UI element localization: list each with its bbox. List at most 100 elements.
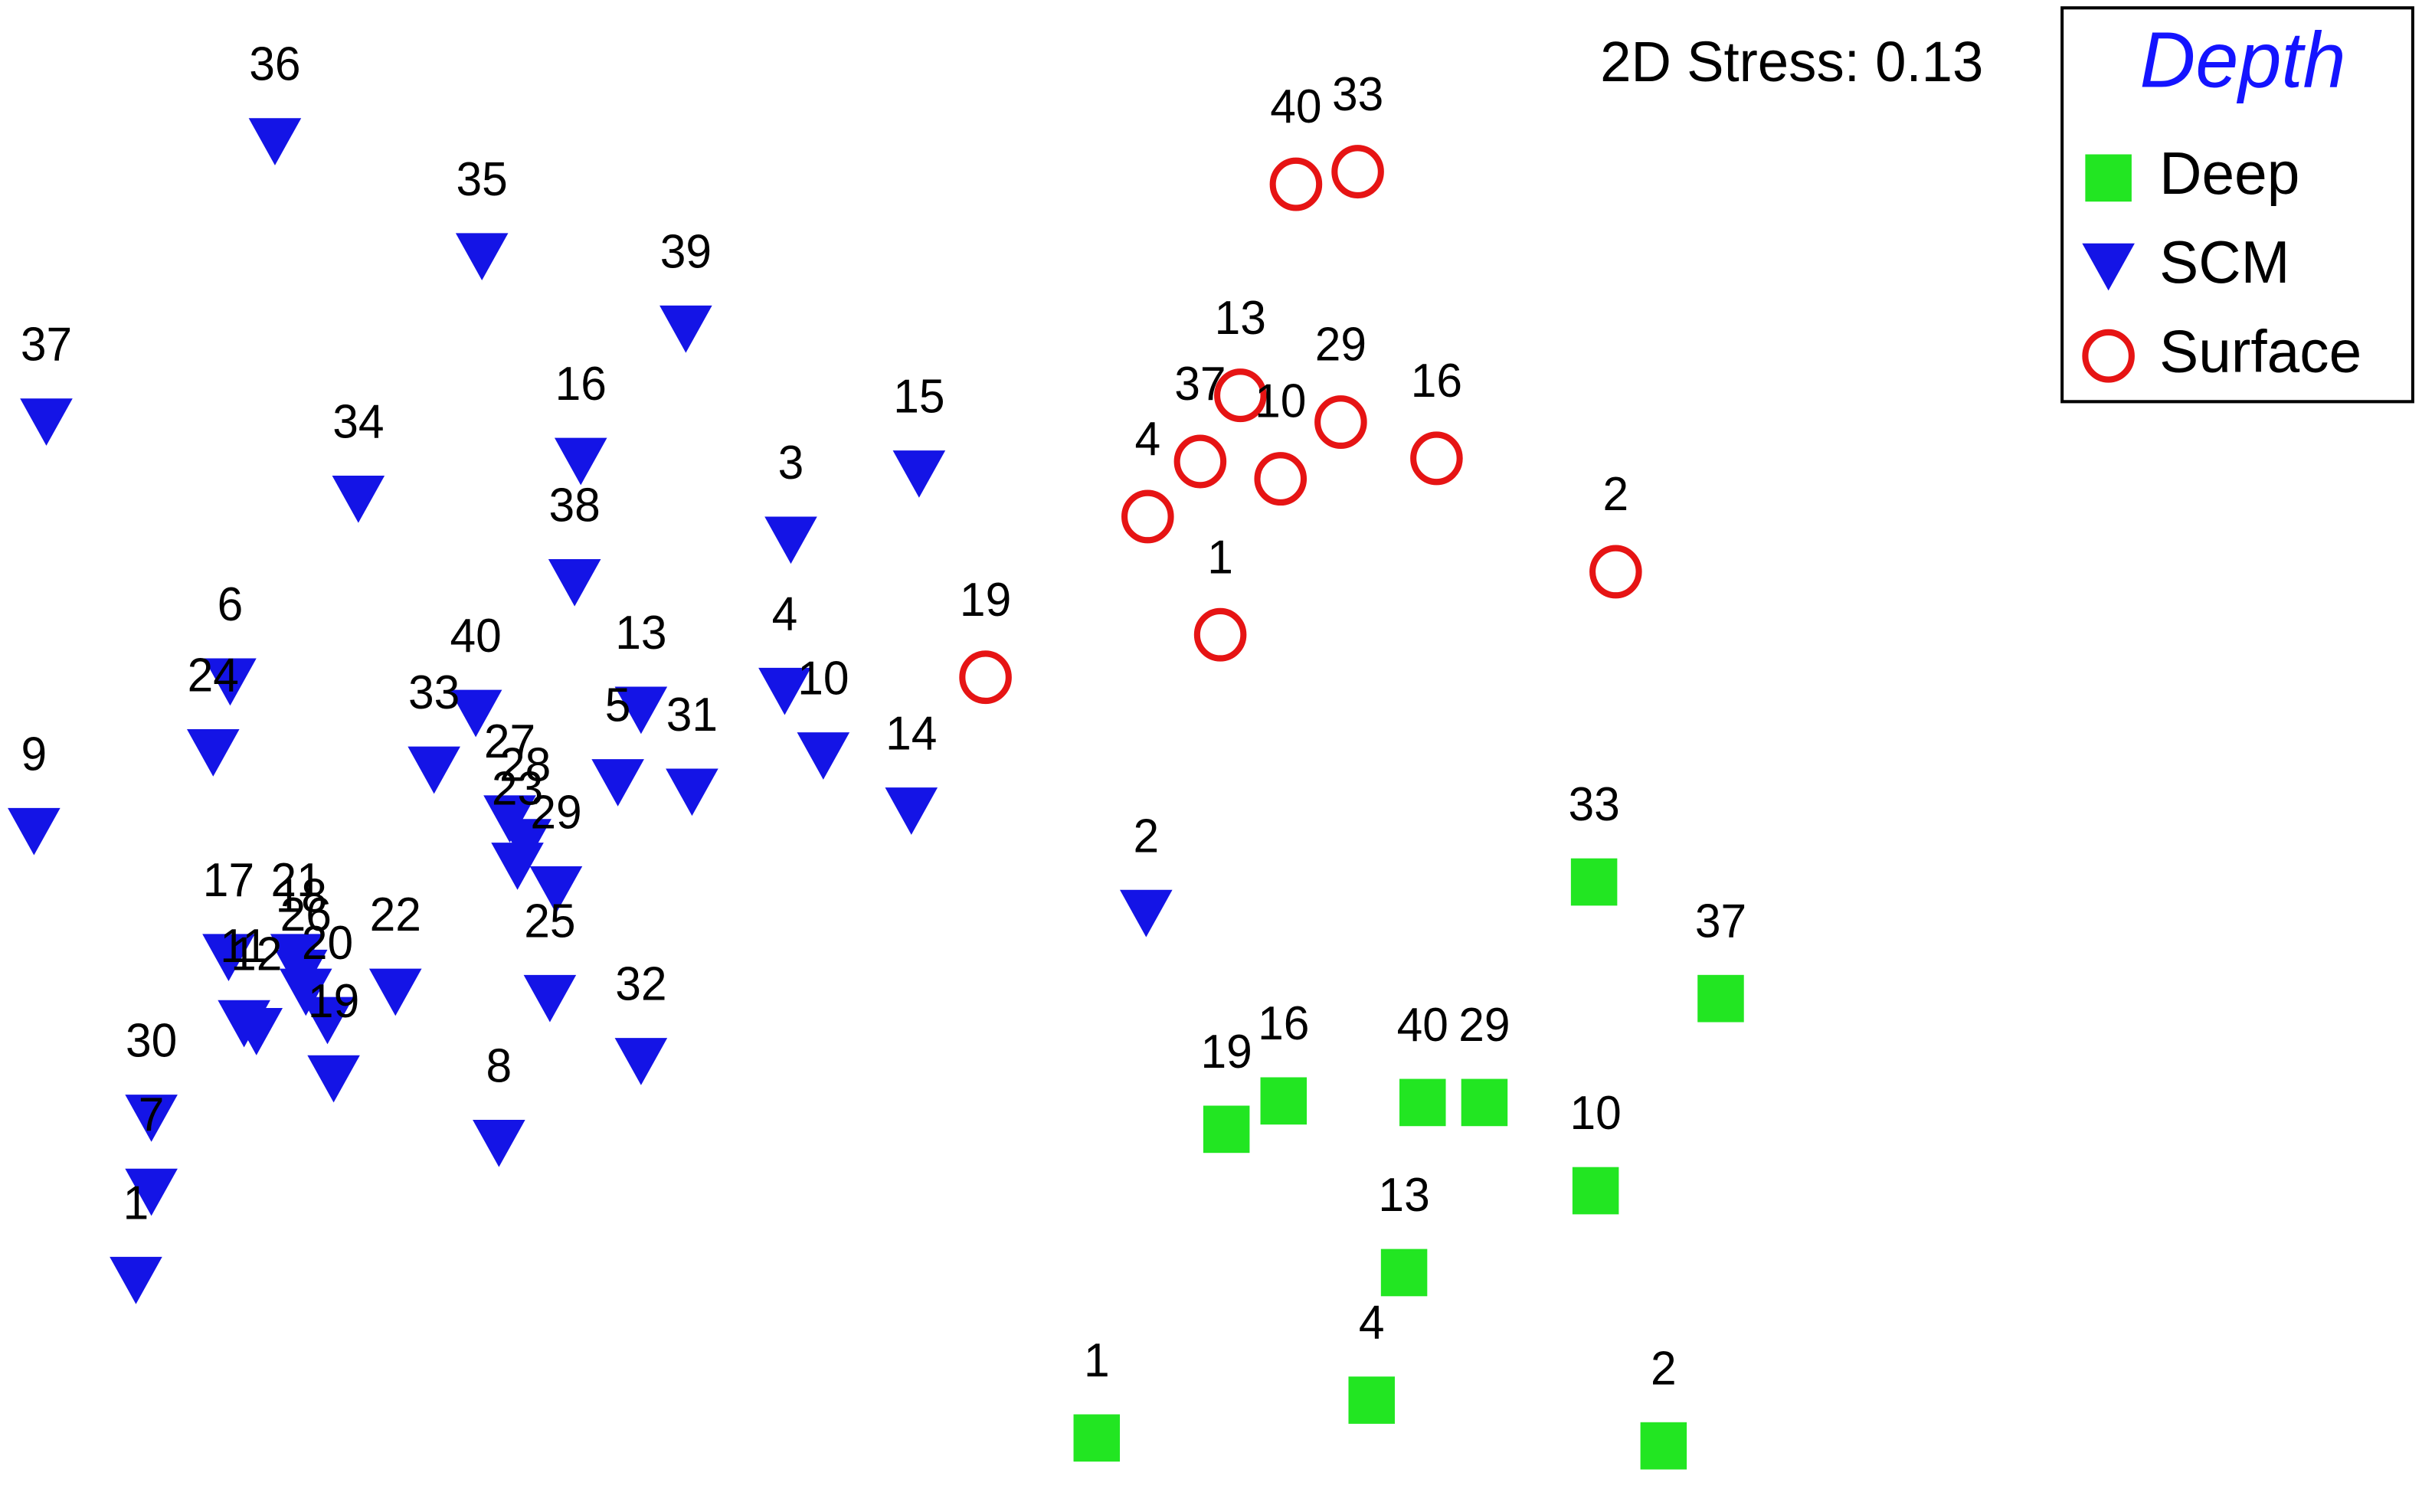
point-label: 32 [615,957,666,1010]
point [1399,1078,1446,1127]
point-label: 13 [1378,1169,1429,1222]
stress-annotation: 2D Stress: 0.13 [1600,30,1983,93]
point-label: 33 [408,666,460,719]
point [1640,1422,1687,1470]
point-label: 24 [188,649,239,702]
point-label: 4 [772,587,798,640]
point-label: 33 [1332,67,1383,120]
point [1254,452,1308,506]
point [529,866,583,914]
point [959,650,1012,705]
point [1570,858,1618,906]
point [280,968,332,1016]
point-label: 40 [1397,998,1448,1051]
point-label: 16 [1411,354,1462,407]
point [797,732,850,780]
point-label: 6 [218,578,244,630]
point [301,997,354,1045]
point-label: 37 [1174,358,1226,411]
point [125,1095,178,1142]
point [1589,545,1642,599]
point [1120,889,1173,938]
point-label: 4 [1359,1296,1385,1349]
point [1348,1376,1395,1424]
point [660,305,712,353]
point [248,118,302,165]
point-label: 28 [499,738,551,791]
legend-marker [2082,329,2135,383]
point [548,558,601,607]
point [8,807,61,856]
point-label: 16 [555,358,607,411]
point [1073,1414,1121,1462]
point [523,974,577,1023]
point-label: 1 [123,1177,149,1229]
point-label: 18 [276,869,327,922]
point-label: 23 [492,762,543,815]
point-label: 10 [797,652,849,705]
point-label: 1 [1084,1334,1110,1386]
legend-marker [2082,243,2135,291]
point-label: 29 [1315,318,1366,371]
point-label: 17 [203,853,254,906]
point [1314,395,1367,450]
point-label: 16 [1258,997,1309,1049]
point-label: 2 [1133,810,1159,862]
point [614,686,668,735]
point-label: 9 [21,728,47,781]
point [764,516,817,565]
point-label: 7 [139,1088,165,1141]
legend-label: Surface [2159,319,2361,385]
point [614,1038,668,1085]
point [885,787,938,835]
point-label: 22 [370,889,421,941]
point-label: 5 [605,679,631,731]
point-label: 29 [1458,998,1510,1051]
point-label: 10 [1569,1087,1621,1140]
point [110,1256,162,1304]
point [1193,607,1247,662]
point [591,759,644,807]
legend-title: Depth [2140,16,2346,104]
point-label: 31 [666,688,718,741]
point-label: 19 [960,573,1011,626]
point-label: 13 [1215,291,1266,344]
point [332,475,385,523]
point-label: 27 [484,715,535,767]
point [1572,1167,1619,1215]
point [1269,157,1323,211]
point [1214,368,1267,423]
legend-label: SCM [2159,230,2289,296]
point-label: 37 [21,318,72,371]
point-label: 1 [1207,531,1233,584]
point-label: 25 [524,895,575,947]
point [892,450,946,498]
point-label: 40 [1270,80,1321,133]
point-label: 39 [660,225,712,278]
point-label: 21 [271,853,322,906]
point-label: 33 [1568,778,1619,831]
legend-label: Deep [2159,140,2299,207]
point [1380,1249,1428,1297]
point-label: 2 [1603,468,1629,521]
point-label: 19 [1201,1025,1252,1078]
point-label: 2 [1651,1342,1677,1395]
point-label: 29 [530,786,581,839]
point [1461,1078,1508,1127]
point [204,658,257,706]
point-label: 37 [1695,895,1746,947]
point-label: 8 [486,1039,512,1092]
point [230,1008,283,1055]
point-label: 34 [332,395,384,448]
point [202,934,255,982]
legend-marker [2085,154,2132,202]
point [1173,434,1227,489]
point [554,437,607,486]
point-label: 14 [885,707,937,760]
point [368,968,422,1016]
point [666,768,718,817]
point-label: 19 [308,975,359,1028]
point [455,233,509,281]
point [187,729,240,777]
